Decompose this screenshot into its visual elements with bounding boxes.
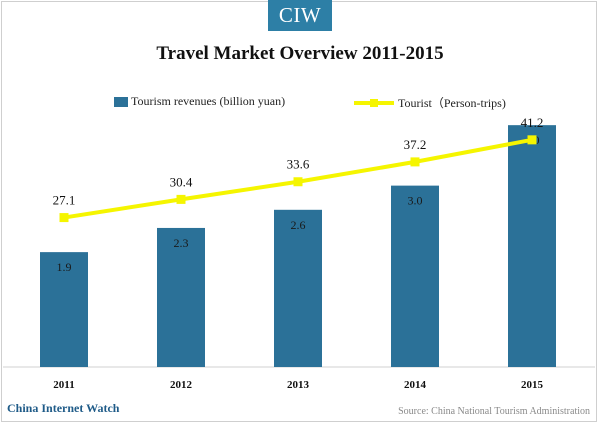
- bar-2011: [40, 252, 88, 367]
- line-marker-2013: [293, 177, 303, 187]
- x-tick-label-2013: 2013: [287, 379, 310, 391]
- line-label-2011: 27.1: [53, 193, 76, 208]
- bar-2014: [391, 185, 439, 367]
- bar-label-2013: 2.6: [291, 218, 306, 232]
- line-marker-2014: [410, 157, 420, 167]
- x-tick-label-2015: 2015: [521, 379, 544, 391]
- line-marker-2015: [527, 135, 537, 145]
- line-marker-2012: [176, 194, 186, 204]
- bar-label-2011: 1.9: [57, 260, 72, 274]
- legend-label-tourist: Tourist（Person-trips): [398, 96, 506, 110]
- footer-source: Source: China National Tourism Administr…: [398, 406, 590, 417]
- legend-label-revenues: Tourism revenues (billion yuan): [131, 94, 286, 108]
- brand-badge: CIW: [268, 0, 332, 31]
- legend-swatch-line: [354, 98, 394, 108]
- legend-swatch-bar: [114, 96, 128, 107]
- x-tick-label-2011: 2011: [53, 379, 74, 391]
- chart-title: Travel Market Overview 2011-2015: [156, 43, 444, 64]
- x-tick-label-2014: 2014: [404, 379, 427, 391]
- x-tick-label-2012: 2012: [170, 379, 193, 391]
- bar-label-2014: 3.0: [408, 194, 423, 208]
- footer-brand: China Internet Watch: [7, 401, 120, 415]
- bar-2015: [508, 125, 556, 367]
- line-label-2012: 30.4: [170, 174, 193, 189]
- bar-2013: [274, 209, 322, 367]
- line-label-2015: 41.2: [521, 115, 544, 130]
- legend-item-revenues: Tourism revenues (billion yuan): [114, 94, 285, 109]
- bar-label-2012: 2.3: [174, 236, 189, 250]
- legend-item-tourist: Tourist（Person-trips): [354, 94, 506, 111]
- line-label-2013: 33.6: [287, 157, 310, 172]
- line-label-2014: 37.2: [404, 137, 427, 152]
- line-marker-2011: [59, 213, 69, 223]
- bar-2012: [157, 227, 205, 367]
